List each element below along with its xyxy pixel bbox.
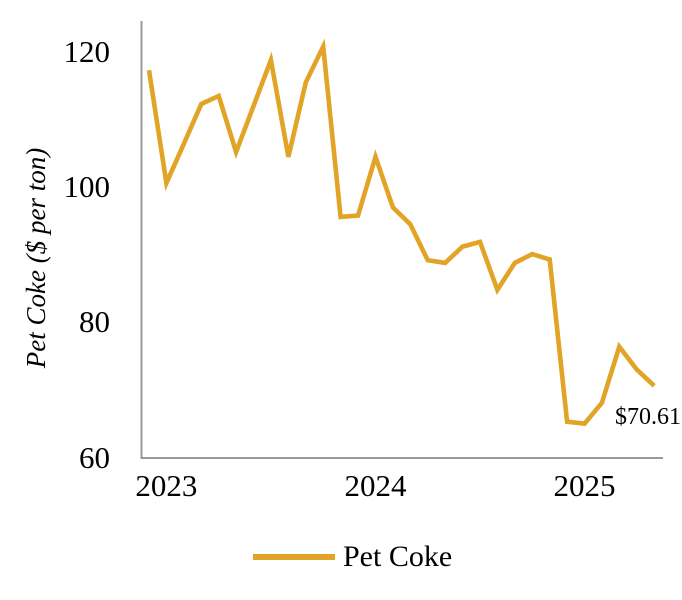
y-tick-label: 60	[79, 439, 110, 475]
y-axis-title: Pet Coke ($ per ton)	[21, 147, 51, 369]
y-tick-label: 100	[63, 169, 111, 205]
pet-coke-series-line	[146, 38, 656, 427]
x-tick-label: 2023	[135, 468, 198, 503]
y-tick-label: 80	[79, 304, 110, 340]
x-tick-label: 2024	[344, 468, 407, 503]
last-value-label: $70.61	[615, 404, 681, 430]
y-tick-label: 120	[63, 34, 111, 69]
x-tick-label: 2025	[553, 468, 616, 503]
